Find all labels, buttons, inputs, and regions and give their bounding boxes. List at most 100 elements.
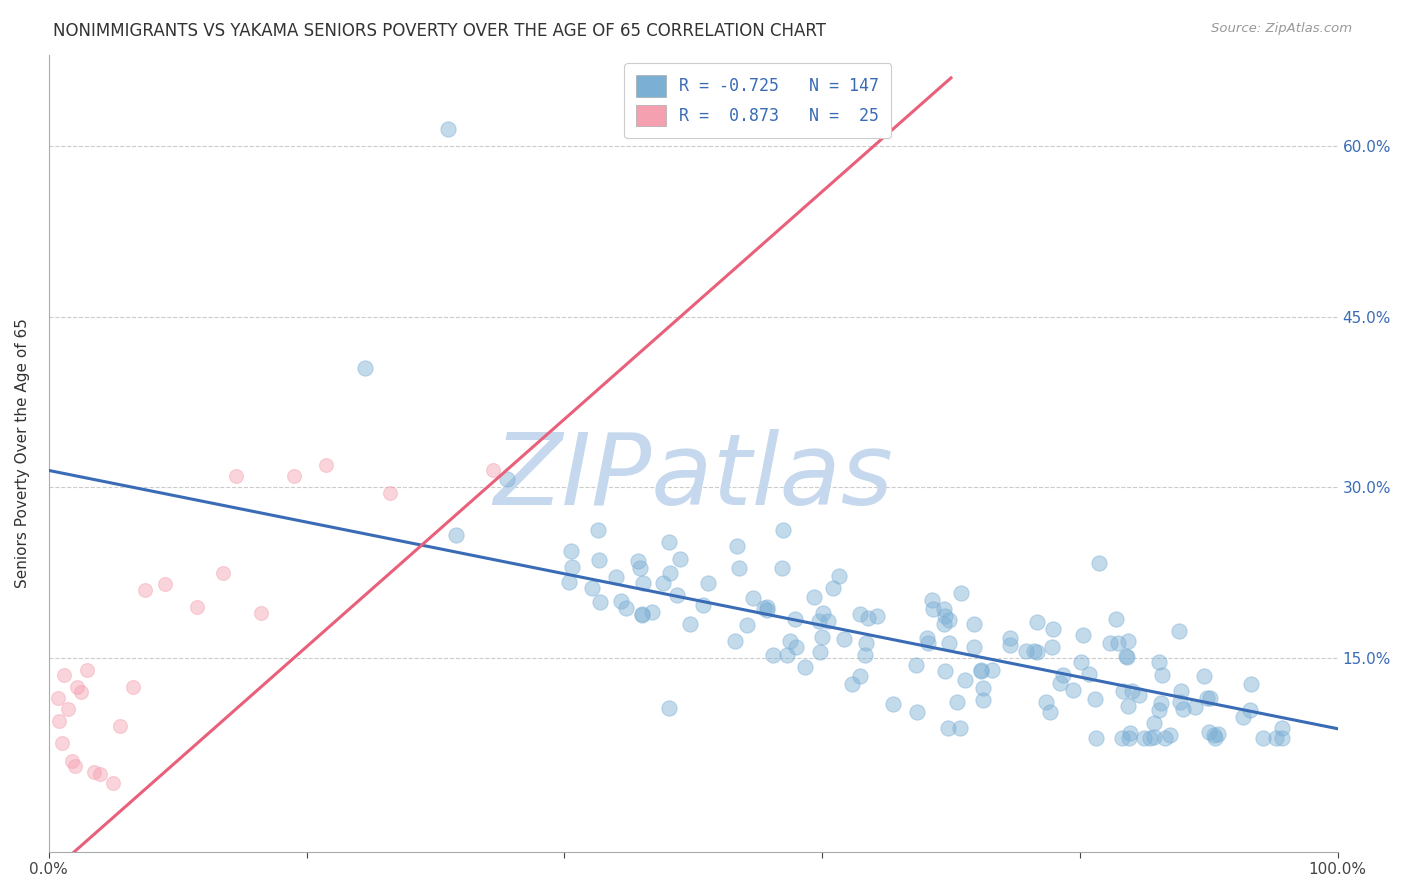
Point (1139, 731, 1161, 745)
Point (437, 122, 460, 136)
Point (1204, 729, 1226, 743)
Point (627, 554, 650, 568)
Point (651, 575, 673, 590)
Point (658, 701, 681, 715)
Point (856, 611, 879, 625)
Point (853, 648, 876, 663)
Point (849, 607, 872, 622)
Point (934, 608, 956, 623)
Point (783, 612, 806, 626)
Point (905, 705, 928, 719)
Point (1150, 667, 1173, 681)
Point (817, 614, 839, 628)
Point (1150, 696, 1173, 710)
Point (1192, 669, 1215, 683)
Point (934, 665, 956, 679)
Point (53, 668, 76, 682)
Point (980, 663, 1002, 677)
Point (785, 640, 807, 655)
Point (1170, 684, 1192, 698)
Point (1119, 726, 1142, 740)
Point (841, 677, 863, 691)
Point (89, 767, 111, 781)
Point (1232, 710, 1254, 724)
Y-axis label: Seniors Poverty Over the Age of 65: Seniors Poverty Over the Age of 65 (15, 318, 30, 589)
Point (970, 664, 993, 678)
Point (949, 586, 972, 600)
Point (972, 681, 994, 696)
Point (938, 636, 960, 650)
Point (630, 607, 652, 622)
Point (614, 601, 637, 615)
Point (63, 759, 86, 773)
Point (1042, 622, 1064, 636)
Point (1240, 676, 1263, 690)
Point (315, 458, 337, 472)
Point (51, 737, 73, 751)
Point (1111, 731, 1133, 745)
Point (915, 632, 938, 646)
Legend: R = -0.725   N = 147, R =  0.873   N =  25: R = -0.725 N = 147, R = 0.873 N = 25 (624, 63, 891, 138)
Point (46, 690, 69, 705)
Point (1118, 699, 1140, 714)
Point (756, 600, 779, 615)
Point (225, 469, 247, 483)
Point (659, 566, 682, 581)
Point (955, 673, 977, 687)
Point (1167, 624, 1189, 638)
Point (1052, 667, 1074, 681)
Point (1084, 731, 1107, 745)
Point (679, 617, 702, 632)
Point (807, 614, 830, 628)
Point (561, 560, 583, 574)
Point (1147, 703, 1170, 717)
Point (1204, 731, 1226, 745)
Point (1062, 683, 1084, 698)
Point (76, 663, 98, 677)
Point (1070, 655, 1092, 669)
Point (665, 588, 688, 602)
Point (121, 680, 143, 694)
Point (934, 601, 956, 615)
Point (998, 638, 1021, 652)
Point (1073, 628, 1095, 642)
Point (628, 560, 651, 574)
Point (972, 693, 994, 707)
Point (66, 680, 89, 694)
Point (1111, 684, 1133, 698)
Point (1118, 731, 1140, 745)
Point (1199, 690, 1222, 705)
Point (60, 754, 83, 768)
Point (1208, 727, 1230, 741)
Point (1022, 644, 1045, 658)
Point (1084, 692, 1107, 706)
Point (932, 617, 955, 632)
Text: ZIPatlas: ZIPatlas (494, 429, 893, 525)
Point (810, 630, 832, 644)
Point (755, 602, 778, 616)
Point (1168, 695, 1191, 709)
Point (1271, 731, 1294, 745)
Point (963, 616, 986, 631)
Point (581, 581, 603, 595)
Point (1197, 691, 1219, 706)
Point (83, 764, 105, 779)
Point (882, 697, 904, 711)
Point (1049, 676, 1071, 690)
Point (1116, 634, 1139, 648)
Point (1077, 666, 1099, 681)
Point (108, 719, 131, 733)
Point (1239, 703, 1261, 717)
Point (921, 592, 943, 607)
Point (1143, 715, 1166, 730)
Point (1000, 631, 1022, 645)
Point (963, 640, 986, 654)
Point (211, 566, 233, 580)
Point (496, 472, 519, 486)
Point (724, 634, 747, 648)
Point (728, 561, 751, 575)
Point (1147, 656, 1170, 670)
Point (866, 609, 889, 624)
Point (641, 605, 664, 619)
Point (1088, 556, 1111, 570)
